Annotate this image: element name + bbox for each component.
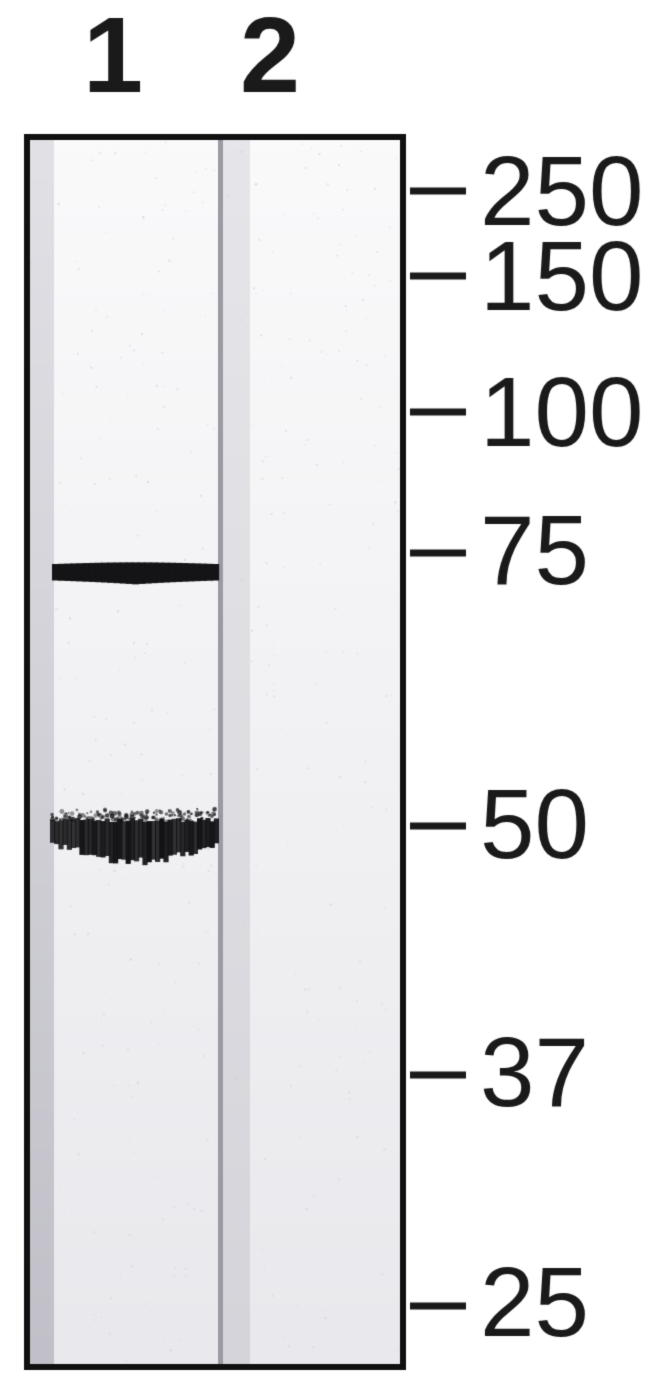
western-blot-figure xyxy=(0,0,650,1399)
